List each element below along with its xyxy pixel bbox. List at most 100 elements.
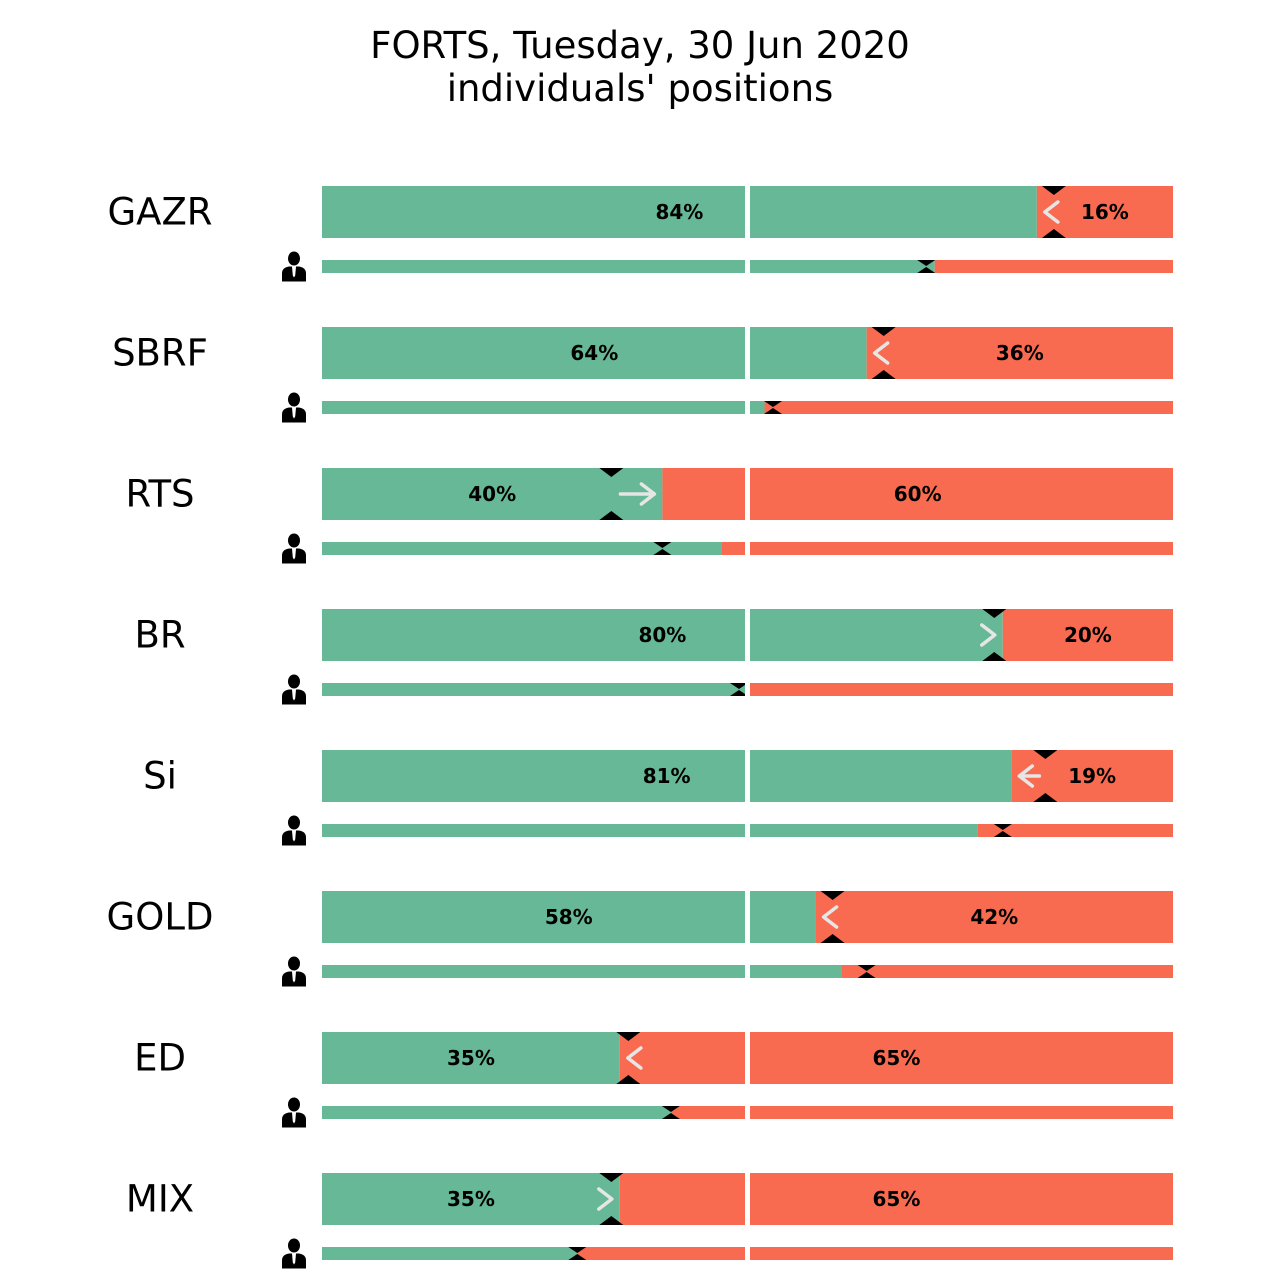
center-divider-gold: [745, 890, 750, 944]
ticker-label-mix: MIX: [126, 1178, 194, 1221]
change-arrow-rts: [618, 482, 657, 506]
individuals-prev-marker-bottom-rts: [653, 549, 672, 555]
individuals-prev-marker-bottom-gold: [857, 972, 876, 978]
individuals-prev-marker-top-gazr: [917, 260, 936, 266]
prev-marker-top-mix: [599, 1173, 624, 1182]
individuals-short-bar-rts: [721, 542, 1173, 555]
prev-marker-top-br: [982, 609, 1007, 618]
prev-marker-top-rts: [599, 468, 624, 477]
ticker-label-br: BR: [134, 614, 185, 657]
individuals-long-bar-gold: [322, 965, 842, 978]
change-arrow-ed: [626, 1046, 643, 1070]
person-icon: [282, 392, 306, 423]
person-icon: [282, 251, 306, 282]
long-pct-label-rts: 40%: [468, 482, 516, 506]
prev-marker-bottom-gold: [820, 934, 845, 943]
individuals-prev-marker-top-si: [993, 824, 1012, 830]
long-pct-label-sbrf: 64%: [570, 341, 618, 365]
long-pct-label-gold: 58%: [545, 905, 593, 929]
individuals-prev-marker-top-sbrf: [764, 401, 783, 407]
short-bar-mix: [619, 1173, 1173, 1225]
individuals-prev-marker-bottom-mix: [568, 1254, 587, 1260]
individuals-short-bar-mix: [577, 1247, 1173, 1260]
person-icon: [282, 674, 306, 705]
individuals-prev-marker-top-rts: [653, 542, 672, 548]
center-divider-br: [745, 608, 750, 662]
individuals-long-bar-mix: [322, 1247, 578, 1260]
long-pct-label-mix: 35%: [447, 1187, 495, 1211]
individuals-center-divider-br: [745, 682, 750, 697]
long-bar-sbrf: [322, 327, 867, 379]
individuals-prev-marker-top-mix: [568, 1247, 587, 1253]
person-icon: [282, 533, 306, 564]
short-bar-ed: [619, 1032, 1173, 1084]
person-icon: [282, 1097, 306, 1128]
short-pct-label-mix: 65%: [872, 1187, 920, 1211]
center-divider-mix: [745, 1172, 750, 1226]
individuals-prev-marker-top-ed: [661, 1106, 680, 1112]
ticker-label-ed: ED: [134, 1037, 186, 1080]
long-bar-rts: [322, 468, 663, 520]
prev-marker-bottom-ed: [616, 1075, 641, 1084]
long-bar-ed: [322, 1032, 620, 1084]
short-pct-label-ed: 65%: [872, 1046, 920, 1070]
prev-marker-top-ed: [616, 1032, 641, 1041]
individuals-long-bar-si: [322, 824, 978, 837]
long-pct-label-gazr: 84%: [655, 200, 703, 224]
long-pct-label-si: 81%: [643, 764, 691, 788]
individuals-long-bar-sbrf: [322, 401, 765, 414]
chart-subtitle: individuals' positions: [446, 67, 834, 110]
center-divider-si: [745, 749, 750, 803]
center-divider-ed: [745, 1031, 750, 1085]
center-divider-gazr: [745, 185, 750, 239]
individuals-prev-marker-bottom-br: [729, 690, 748, 696]
person-icon: [282, 815, 306, 846]
individuals-center-divider-rts: [745, 541, 750, 556]
ticker-label-gazr: GAZR: [107, 191, 212, 234]
chart-title-line1: FORTS, Tuesday, 30 Jun 2020: [370, 24, 910, 67]
prev-marker-top-gazr: [1041, 186, 1066, 195]
center-divider-rts: [745, 467, 750, 521]
prev-marker-bottom-rts: [599, 511, 624, 520]
change-arrow-mix: [597, 1187, 614, 1211]
ticker-label-si: Si: [143, 755, 177, 798]
individuals-prev-marker-bottom-si: [993, 831, 1012, 837]
individuals-short-bar-ed: [670, 1106, 1173, 1119]
individuals-long-bar-ed: [322, 1106, 671, 1119]
short-pct-label-gazr: 16%: [1081, 200, 1129, 224]
long-pct-label-ed: 35%: [447, 1046, 495, 1070]
short-pct-label-br: 20%: [1064, 623, 1112, 647]
individuals-center-divider-gazr: [745, 259, 750, 274]
individuals-prev-marker-bottom-ed: [661, 1113, 680, 1119]
individuals-short-bar-sbrf: [764, 401, 1173, 414]
person-icon: [282, 956, 306, 987]
prev-marker-bottom-si: [1033, 793, 1058, 802]
long-bar-gazr: [322, 186, 1037, 238]
change-arrow-gold: [821, 905, 839, 929]
individuals-center-divider-si: [745, 823, 750, 838]
center-divider-sbrf: [745, 326, 750, 380]
ticker-label-gold: GOLD: [107, 896, 214, 939]
change-arrow-sbrf: [872, 341, 890, 365]
long-bar-br: [322, 609, 1003, 661]
individuals-short-bar-gold: [841, 965, 1173, 978]
individuals-short-bar-gazr: [934, 260, 1173, 273]
short-pct-label-si: 19%: [1068, 764, 1116, 788]
individuals-prev-marker-top-gold: [857, 965, 876, 971]
ticker-label-sbrf: SBRF: [112, 332, 208, 375]
individuals-short-bar-si: [977, 824, 1173, 837]
short-bar-gold: [815, 891, 1173, 943]
prev-marker-bottom-sbrf: [871, 370, 896, 379]
prev-marker-bottom-br: [982, 652, 1007, 661]
chart-title: FORTS, Tuesday, 30 Jun 2020 individuals'…: [0, 24, 1280, 110]
short-pct-label-gold: 42%: [970, 905, 1018, 929]
individuals-center-divider-gold: [745, 964, 750, 979]
long-bar-gold: [322, 891, 816, 943]
ticker-label-rts: RTS: [125, 473, 194, 516]
change-arrow-si: [1017, 764, 1042, 788]
long-pct-label-br: 80%: [638, 623, 686, 647]
individuals-long-bar-rts: [322, 542, 722, 555]
person-icon: [282, 1238, 306, 1269]
prev-marker-top-sbrf: [871, 327, 896, 336]
